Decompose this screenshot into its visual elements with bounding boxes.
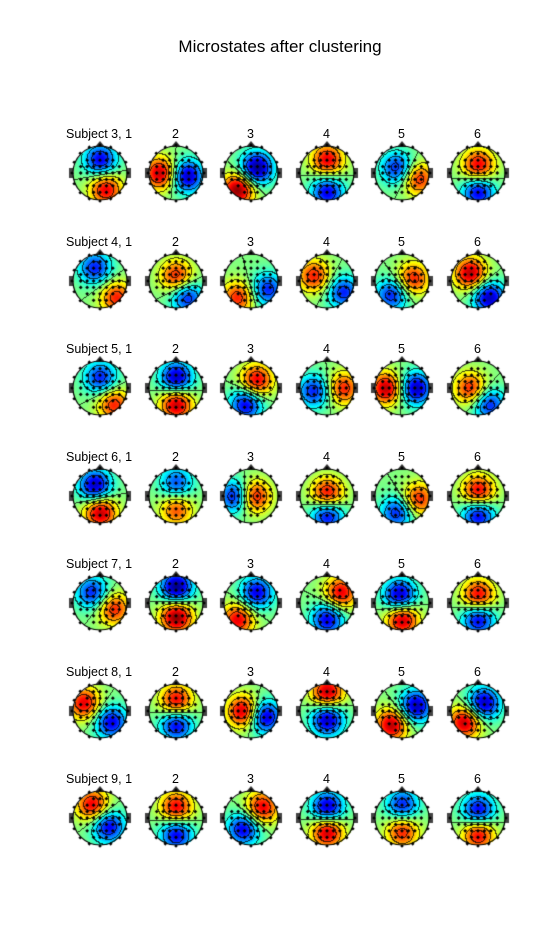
subject-label: Subject 4, 1 <box>66 234 133 249</box>
topographic-map <box>141 245 211 316</box>
microstate-number-label: 5 <box>398 772 405 786</box>
topographic-map <box>443 675 513 746</box>
topographic-map <box>292 138 362 208</box>
topographic-map <box>367 675 437 746</box>
microstate-number-label: 4 <box>323 234 330 249</box>
microstate-number-label: 6 <box>474 557 481 571</box>
topographic-map <box>216 353 286 423</box>
microstate-number-label: 4 <box>323 557 330 571</box>
microstate-number-label: 5 <box>398 557 405 571</box>
microstate-number-label: 6 <box>474 342 481 356</box>
microstate-number-label: 4 <box>323 772 330 786</box>
microstate-number-label: 5 <box>398 234 405 249</box>
figure-title: Microstates after clustering <box>178 37 382 56</box>
topographic-map <box>443 138 513 208</box>
topographic-map <box>443 245 513 316</box>
topographic-map <box>65 353 135 423</box>
topographic-map <box>141 460 211 531</box>
microstate-number-label: 6 <box>474 772 481 786</box>
topographic-map <box>65 138 135 208</box>
topographic-map <box>367 568 437 638</box>
topographic-map <box>292 245 362 316</box>
topographic-map <box>367 245 437 316</box>
microstate-number-label: 2 <box>172 342 179 356</box>
microstate-number-label: 3 <box>247 557 254 571</box>
topographic-map <box>141 568 211 638</box>
microstate-number-label: 3 <box>247 772 254 786</box>
microstate-number-label: 3 <box>247 234 254 249</box>
topographic-map <box>292 783 362 853</box>
topographic-map <box>216 675 286 746</box>
microstate-number-label: 4 <box>323 342 330 356</box>
microstate-number-label: 5 <box>398 127 405 141</box>
microstate-number-label: 3 <box>247 664 254 679</box>
topographic-map <box>367 353 437 423</box>
topographic-map <box>65 460 135 531</box>
topographic-map <box>443 783 513 853</box>
microstate-number-label: 4 <box>323 449 330 464</box>
microstate-number-label: 3 <box>247 127 254 141</box>
topographic-map <box>367 783 437 853</box>
subject-label: Subject 9, 1 <box>66 772 133 786</box>
microstate-number-label: 2 <box>172 772 179 786</box>
topographic-map <box>216 138 286 208</box>
microstate-number-label: 4 <box>323 664 330 679</box>
microstate-number-label: 3 <box>247 449 254 464</box>
topographic-map <box>141 675 211 746</box>
microstate-number-label: 4 <box>323 127 330 141</box>
subject-label: Subject 3, 1 <box>66 127 133 141</box>
topographic-map <box>292 460 362 531</box>
microstate-number-label: 6 <box>474 449 481 464</box>
microstate-number-label: 2 <box>172 127 179 141</box>
microstate-number-label: 6 <box>474 234 481 249</box>
microstate-number-label: 6 <box>474 664 481 679</box>
microstate-number-label: 2 <box>172 449 179 464</box>
microstate-number-label: 5 <box>398 664 405 679</box>
topographic-map <box>292 353 362 423</box>
topographic-map <box>65 675 135 746</box>
topographic-map <box>65 245 135 316</box>
microstate-number-label: 2 <box>172 234 179 249</box>
topographic-map <box>216 245 286 316</box>
microstate-number-label: 2 <box>172 557 179 571</box>
topographic-map <box>443 353 513 423</box>
topographic-map <box>292 568 362 638</box>
topographic-map <box>141 138 211 208</box>
topographic-map <box>292 675 362 746</box>
microstate-number-label: 3 <box>247 342 254 356</box>
topographic-map <box>141 353 211 423</box>
subject-label: Subject 6, 1 <box>66 449 133 464</box>
topographic-map <box>216 783 286 853</box>
topographic-map <box>443 568 513 638</box>
subject-label: Subject 7, 1 <box>66 557 133 571</box>
topographic-map <box>65 568 135 638</box>
microstate-number-label: 5 <box>398 449 405 464</box>
topographic-map <box>367 460 437 531</box>
microstate-number-label: 5 <box>398 342 405 356</box>
topographic-map <box>141 783 211 853</box>
subject-label: Subject 5, 1 <box>66 342 133 356</box>
subject-label: Subject 8, 1 <box>66 664 133 679</box>
topographic-map <box>216 568 286 638</box>
microstate-number-label: 6 <box>474 127 481 141</box>
topographic-map <box>65 783 135 853</box>
topographic-map <box>443 460 513 531</box>
microstate-number-label: 2 <box>172 664 179 679</box>
topographic-map <box>367 138 437 208</box>
topographic-map <box>216 460 286 531</box>
